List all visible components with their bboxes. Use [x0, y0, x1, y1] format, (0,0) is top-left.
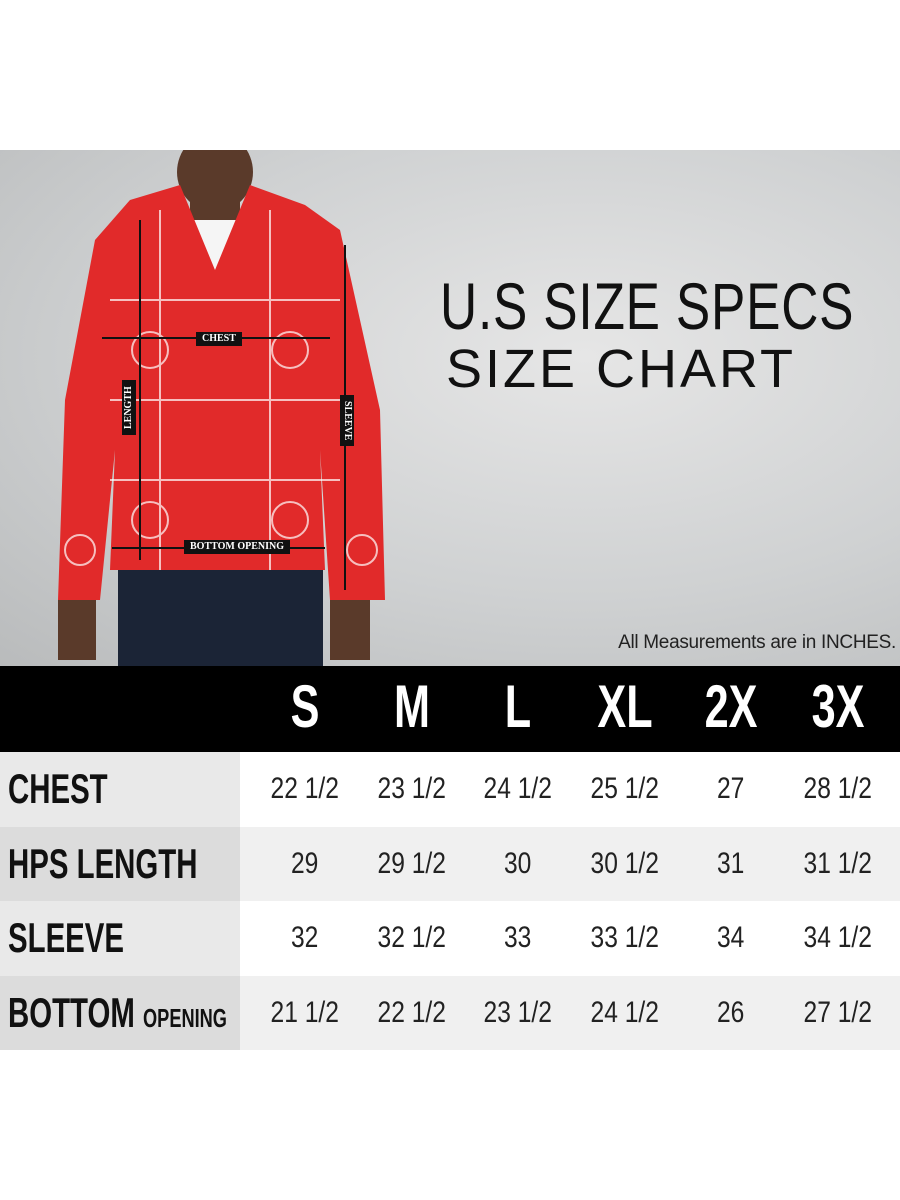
table-cell: 25 1/2 [572, 752, 678, 827]
table-cell: 27 [678, 752, 784, 827]
row-label-text: SLEEVE [8, 914, 125, 962]
cell-value: 33 [504, 921, 532, 955]
cell-value: 23 1/2 [483, 995, 553, 1029]
table-cell: 23 1/2 [359, 752, 465, 827]
cell-value: 21 1/2 [270, 995, 340, 1029]
product-photo: CHEST LENGTH SLEEVE BOTTOM OPENING U.S S… [0, 150, 900, 666]
table-cell: 29 [252, 827, 358, 902]
size-header-row: S M L XL 2X 3X [0, 666, 900, 752]
table-cell: 34 1/2 [785, 901, 891, 976]
row-label-text: BOTTOM [8, 988, 135, 1036]
cell-value: 24 1/2 [483, 772, 553, 806]
table-row: HPS LENGTH 29 29 1/2 30 30 1/2 31 31 1/2 [0, 826, 900, 902]
cell-value: 22 1/2 [270, 772, 340, 806]
cell-value: 30 1/2 [590, 846, 660, 880]
cell-value: 28 1/2 [803, 772, 873, 806]
sleeve-measure-label: SLEEVE [340, 395, 354, 447]
table-cell: 31 [678, 827, 784, 902]
table-cell: 24 1/2 [572, 976, 678, 1051]
size-header-l: L [504, 673, 532, 740]
title-us-size-specs: U.S SIZE SPECS [440, 269, 855, 343]
cell-value: 34 1/2 [803, 921, 873, 955]
cell-value: 30 [504, 846, 532, 880]
cell-value: 32 [291, 921, 319, 955]
cell-value: 29 1/2 [377, 846, 447, 880]
size-header-2x: 2X [704, 673, 758, 740]
table-row: SLEEVE 32 32 1/2 33 33 1/2 34 34 1/2 [0, 901, 900, 976]
table-cell: 23 1/2 [465, 976, 571, 1051]
table-cell: 32 [252, 901, 358, 976]
cell-value: 31 1/2 [803, 846, 873, 880]
size-header-xl: XL [597, 673, 653, 740]
cell-value: 31 [717, 846, 745, 880]
row-label: HPS LENGTH [0, 826, 240, 901]
table-cell: 28 1/2 [785, 752, 891, 827]
table-cell: 27 1/2 [785, 976, 891, 1051]
length-measure-label: LENGTH [122, 380, 136, 435]
table-cell: 30 [465, 827, 571, 902]
table-cell: 31 1/2 [785, 827, 891, 902]
row-label: SLEEVE [0, 901, 240, 976]
table-cell: 21 1/2 [252, 976, 358, 1051]
table-cell: 26 [678, 976, 784, 1051]
table-cell: 22 1/2 [359, 976, 465, 1051]
table-cell: 33 1/2 [572, 901, 678, 976]
row-label-text: CHEST [8, 765, 108, 813]
bottom-opening-measure-label: BOTTOM OPENING [184, 540, 290, 554]
size-table: S M L XL 2X 3X CHEST 22 1/2 23 1/2 24 1/2 25 1/2 2… [0, 666, 900, 1050]
cell-value: 27 [717, 772, 745, 806]
cell-value: 29 [291, 846, 319, 880]
cell-value: 27 1/2 [803, 995, 873, 1029]
cell-value: 33 1/2 [590, 921, 660, 955]
cell-value: 23 1/2 [377, 772, 447, 806]
cell-value: 25 1/2 [590, 772, 660, 806]
row-label-sub: OPENING [143, 1002, 227, 1033]
table-cell: 22 1/2 [252, 752, 358, 827]
units-note: All Measurements are in INCHES. [618, 632, 896, 653]
row-label: BOTTOM OPENING [0, 975, 240, 1050]
row-label: CHEST [0, 752, 240, 827]
cell-value: 34 [717, 921, 745, 955]
jacket-illustration [58, 150, 385, 666]
table-cell: 29 1/2 [359, 827, 465, 902]
size-header-m: M [394, 673, 430, 740]
table-cell: 34 [678, 901, 784, 976]
table-cell: 33 [465, 901, 571, 976]
title-size-chart: SIZE CHART [446, 339, 797, 399]
size-header-3x: 3X [811, 673, 865, 740]
row-label-text: HPS LENGTH [8, 839, 198, 887]
table-cell: 30 1/2 [572, 827, 678, 902]
table-row: BOTTOM OPENING 21 1/2 22 1/2 23 1/2 24 1/2 26… [0, 975, 900, 1051]
chest-measure-label: CHEST [196, 332, 242, 346]
table-row: CHEST 22 1/2 23 1/2 24 1/2 25 1/2 27 28 1/2 [0, 752, 900, 827]
cell-value: 22 1/2 [377, 995, 447, 1029]
cell-value: 24 1/2 [590, 995, 660, 1029]
size-header-s: S [290, 673, 320, 740]
cell-value: 32 1/2 [377, 921, 447, 955]
cell-value: 26 [717, 995, 745, 1029]
table-cell: 24 1/2 [465, 752, 571, 827]
table-cell: 32 1/2 [359, 901, 465, 976]
